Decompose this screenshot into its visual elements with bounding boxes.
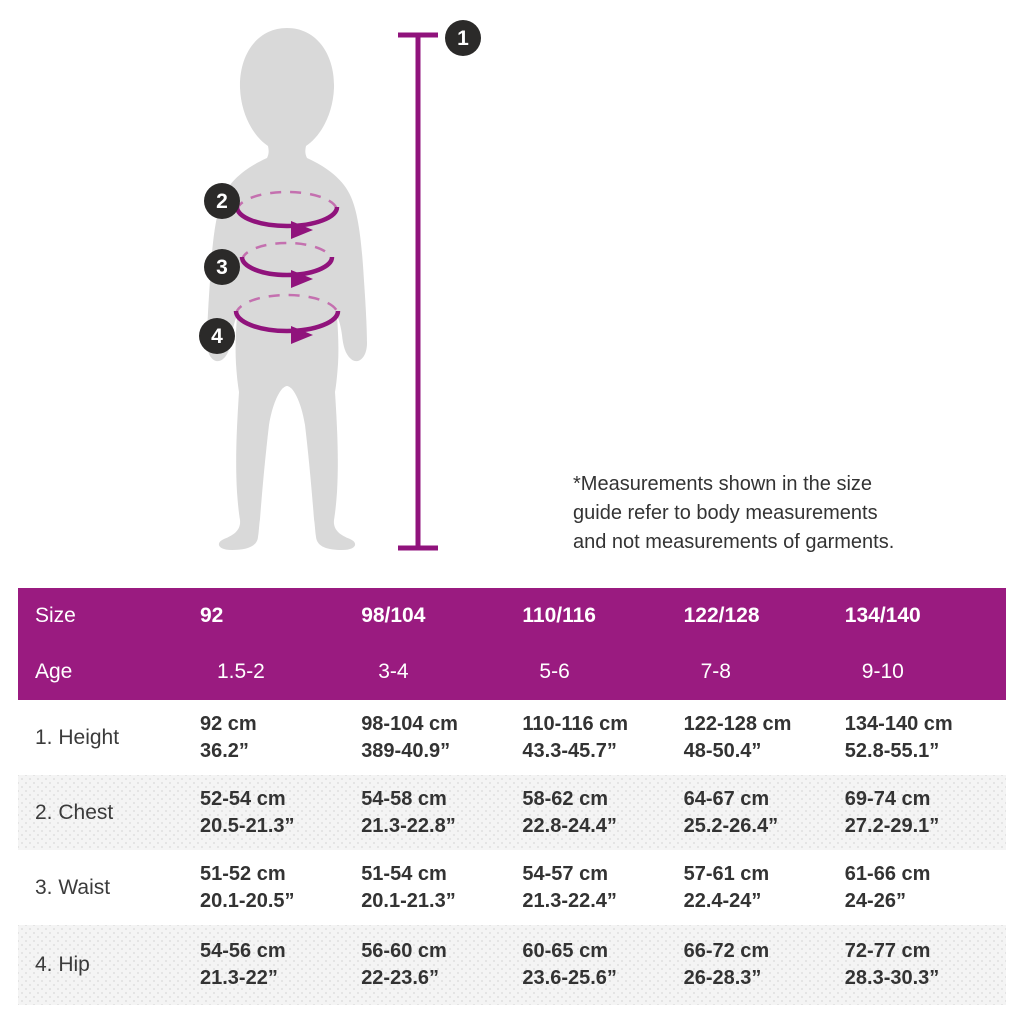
table-cell: 51-54 cm 20.1-21.3” [361,862,456,912]
row-label: 4. Hip [35,953,90,976]
table-row-hip: 4. Hip 54-56 cm 21.3-22” 56-60 cm 22-23.6”… [18,925,1006,1005]
marker-number: 4 [211,324,223,348]
table-cell: 60-65 cm 23.6-25.6” [522,940,617,989]
note-line: and not measurements of garments. [573,531,895,553]
table-cell: 69-74 cm 27.2-29.1” [844,787,940,837]
marker-number: 3 [216,255,228,279]
table-cell: 54-56 cm 21.3-22” [200,940,286,989]
table-cell: 57-61 cm 22.4-24” [683,862,770,912]
table-cell: 56-60 cm 22-23.6” [361,940,447,989]
row-label: 3. Waist [35,875,111,899]
age-value: 7-8 [700,660,731,683]
waist-girth-arrow [239,241,335,288]
height-measure-line [398,32,438,551]
table-cell: 122-128 cm 48-50.4” [683,712,792,762]
marker-number: 1 [457,26,469,50]
age-value: 3-4 [378,660,409,683]
table-cell: 51-52 cm 20.1-20.5” [200,862,295,912]
table-cell: 52-54 cm 20.5-21.3” [200,787,295,837]
marker-number: 2 [216,189,228,213]
size-diagram: 1 2 3 4 *Measurements shown in the size … [199,20,953,557]
size-value: 92 [200,604,224,627]
marker-3-waist: 3 [204,249,240,285]
size-value: 110/116 [522,604,596,627]
table-cell: 98-104 cm 389-40.9” [361,712,458,762]
size-header-row: Size 92 98/104 110/116 122/128 134/140 [18,588,1006,644]
size-table: Size 92 98/104 110/116 122/128 134/140 A… [18,588,1006,1005]
size-value: 134/140 [844,604,921,627]
note-line: *Measurements shown in the size [573,473,873,495]
size-value: 122/128 [683,604,760,627]
table-cell: 58-62 cm 22.8-24.4” [522,787,617,837]
table-cell: 54-58 cm 21.3-22.8” [361,787,456,837]
child-silhouette [207,28,367,550]
measurement-note: *Measurements shown in the size guide re… [573,470,953,557]
size-value: 98/104 [361,604,426,627]
table-cell: 64-67 cm 25.2-26.4” [683,787,779,837]
table-cell: 92 cm 36.2” [200,712,257,762]
table-cell: 110-116 cm 43.3-45.7” [522,712,629,762]
hip-girth-arrow [233,293,341,344]
table-cell: 66-72 cm 26-28.3” [683,940,770,989]
table-row-height: 1. Height 92 cm 36.2” 98-104 cm 389-40.9” … [18,700,1006,775]
note-line: guide refer to body measurements [573,502,878,524]
chest-girth-arrow [234,190,340,239]
age-value: 5-6 [539,660,570,683]
size-label: Size [35,604,76,627]
table-cell: 61-66 cm 24-26” [844,862,931,912]
table-row-waist: 3. Waist 51-52 cm 20.1-20.5” 51-54 cm 20.1… [18,850,1006,925]
marker-1-height: 1 [445,20,481,56]
size-table-header: Size 92 98/104 110/116 122/128 134/140 A… [18,588,1006,700]
marker-2-chest: 2 [204,183,240,219]
age-value: 1.5-2 [217,660,265,683]
table-row-chest: 2. Chest 52-54 cm 20.5-21.3” 54-58 cm 21.3… [18,775,1006,850]
row-label: 1. Height [35,725,120,749]
age-header-row: Age 1.5-2 3-4 5-6 7-8 9-10 [18,644,1006,700]
measurement-diagram-svg [207,28,438,551]
age-value: 9-10 [861,660,904,683]
age-label: Age [35,660,73,683]
table-cell: 72-77 cm 28.3-30.3” [844,940,940,989]
marker-4-hip: 4 [199,318,235,354]
table-cell: 134-140 cm 52.8-55.1” [844,712,953,762]
row-label: 2. Chest [35,800,114,824]
table-cell: 54-57 cm 21.3-22.4” [522,862,617,912]
